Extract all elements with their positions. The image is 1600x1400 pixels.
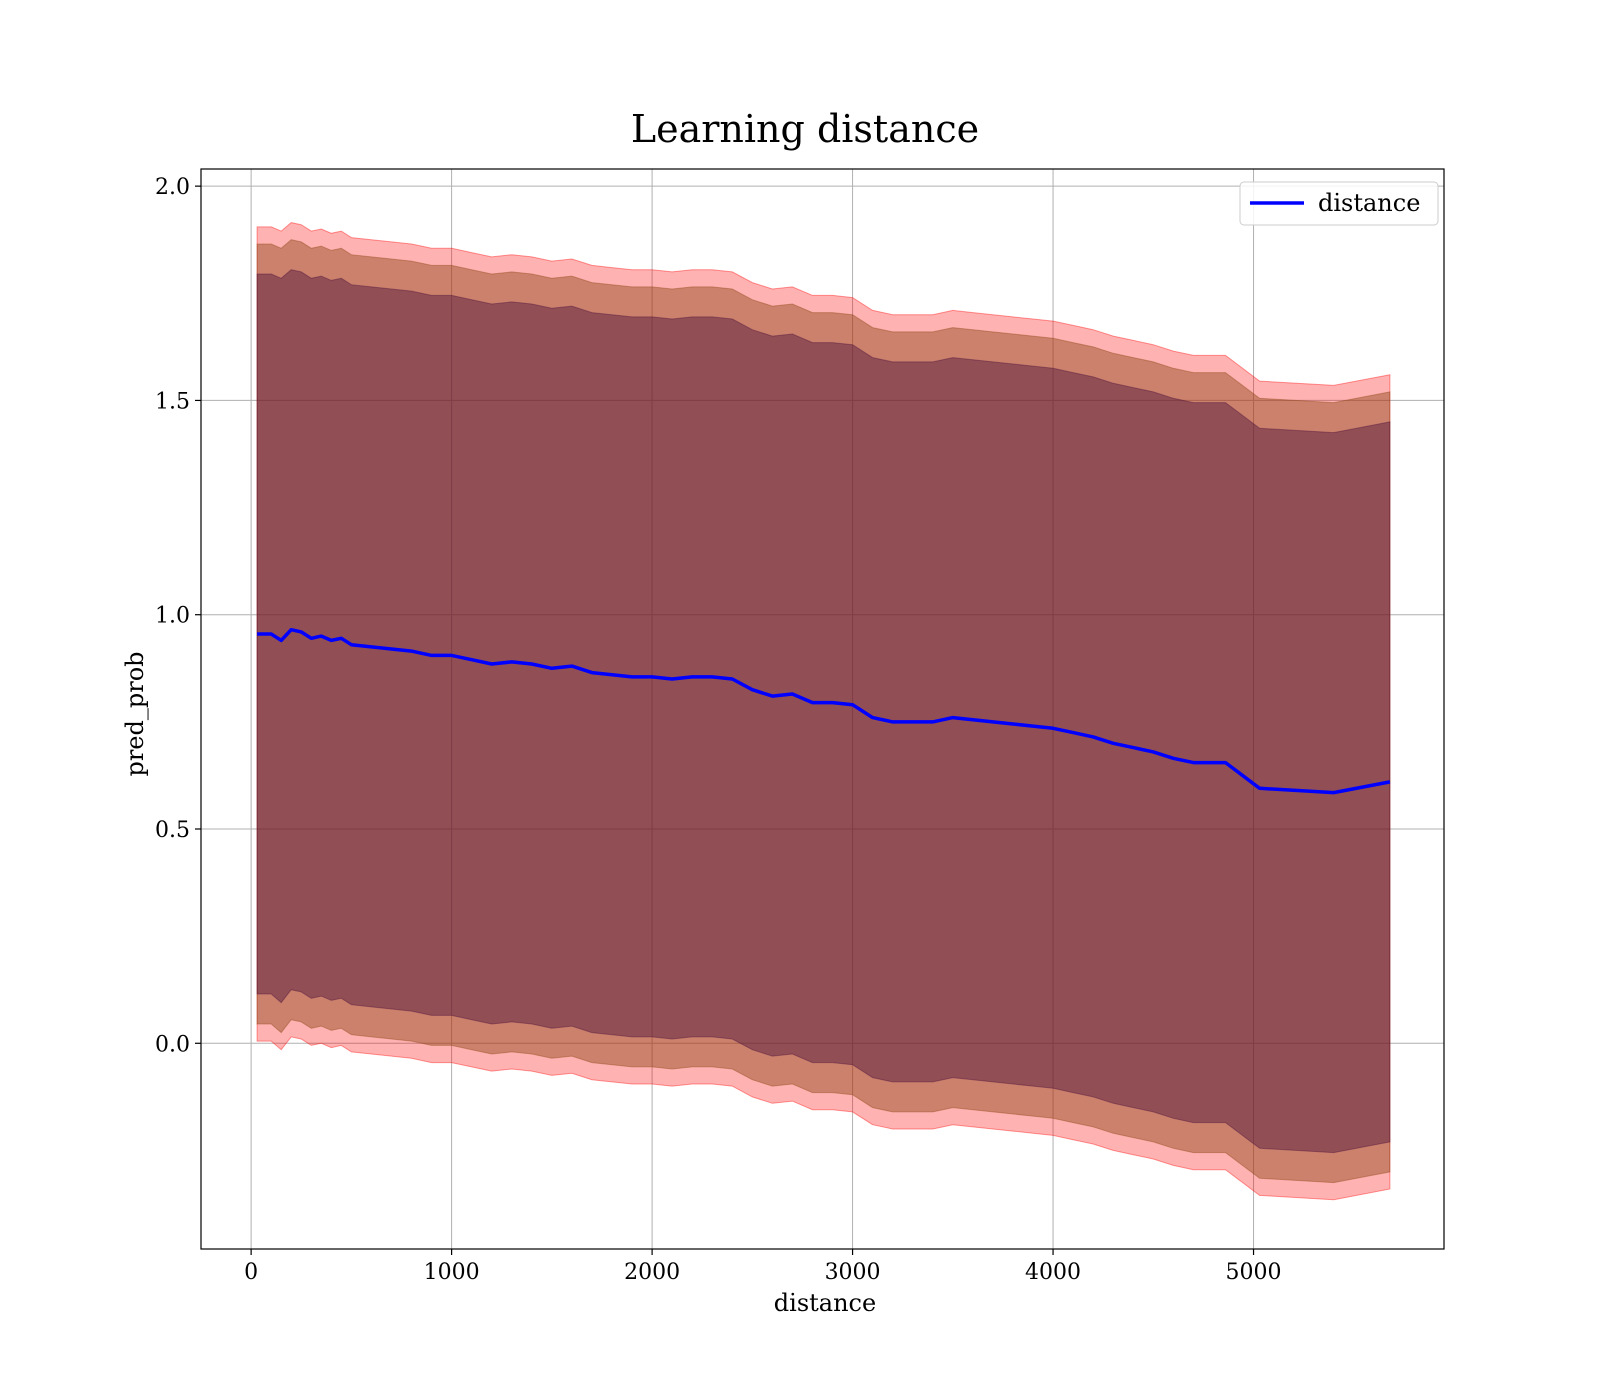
plot-area-frame [200, 168, 1445, 1250]
x-tick-label: 4000 [1025, 1260, 1081, 1285]
x-tick-label: 2000 [624, 1260, 680, 1285]
y-tick-label: 0.5 [155, 818, 190, 843]
legend-box [1239, 181, 1439, 226]
chart-title: Learning distance [631, 107, 979, 151]
x-tick-label: 0 [244, 1260, 258, 1285]
x-tick-label: 1000 [424, 1260, 480, 1285]
y-tick-label: 0.0 [155, 1032, 190, 1057]
x-axis-label: distance [774, 1289, 876, 1317]
x-tick-label: 3000 [825, 1260, 881, 1285]
band-inner [256, 269, 1391, 1154]
band-outer [256, 222, 1391, 1201]
y-tick-label: 2.0 [155, 175, 190, 200]
legend: distance [1239, 181, 1439, 226]
y-tick-label: 1.0 [155, 604, 190, 629]
series-line-distance [257, 627, 1391, 795]
grid [201, 169, 1444, 1249]
series-lines [257, 627, 1391, 795]
y-tick-label: 1.5 [155, 389, 190, 414]
uncertainty-bands [256, 222, 1391, 1201]
legend-label-distance: distance [1318, 189, 1420, 217]
band-middle [256, 239, 1391, 1184]
axis-ticks: 0 1000 2000 3000 4000 5000 0.0 0.5 1.0 1.5 2.0 [155, 175, 1282, 1285]
x-tick-label: 5000 [1226, 1260, 1282, 1285]
y-axis-label: pred_prob [121, 651, 149, 776]
